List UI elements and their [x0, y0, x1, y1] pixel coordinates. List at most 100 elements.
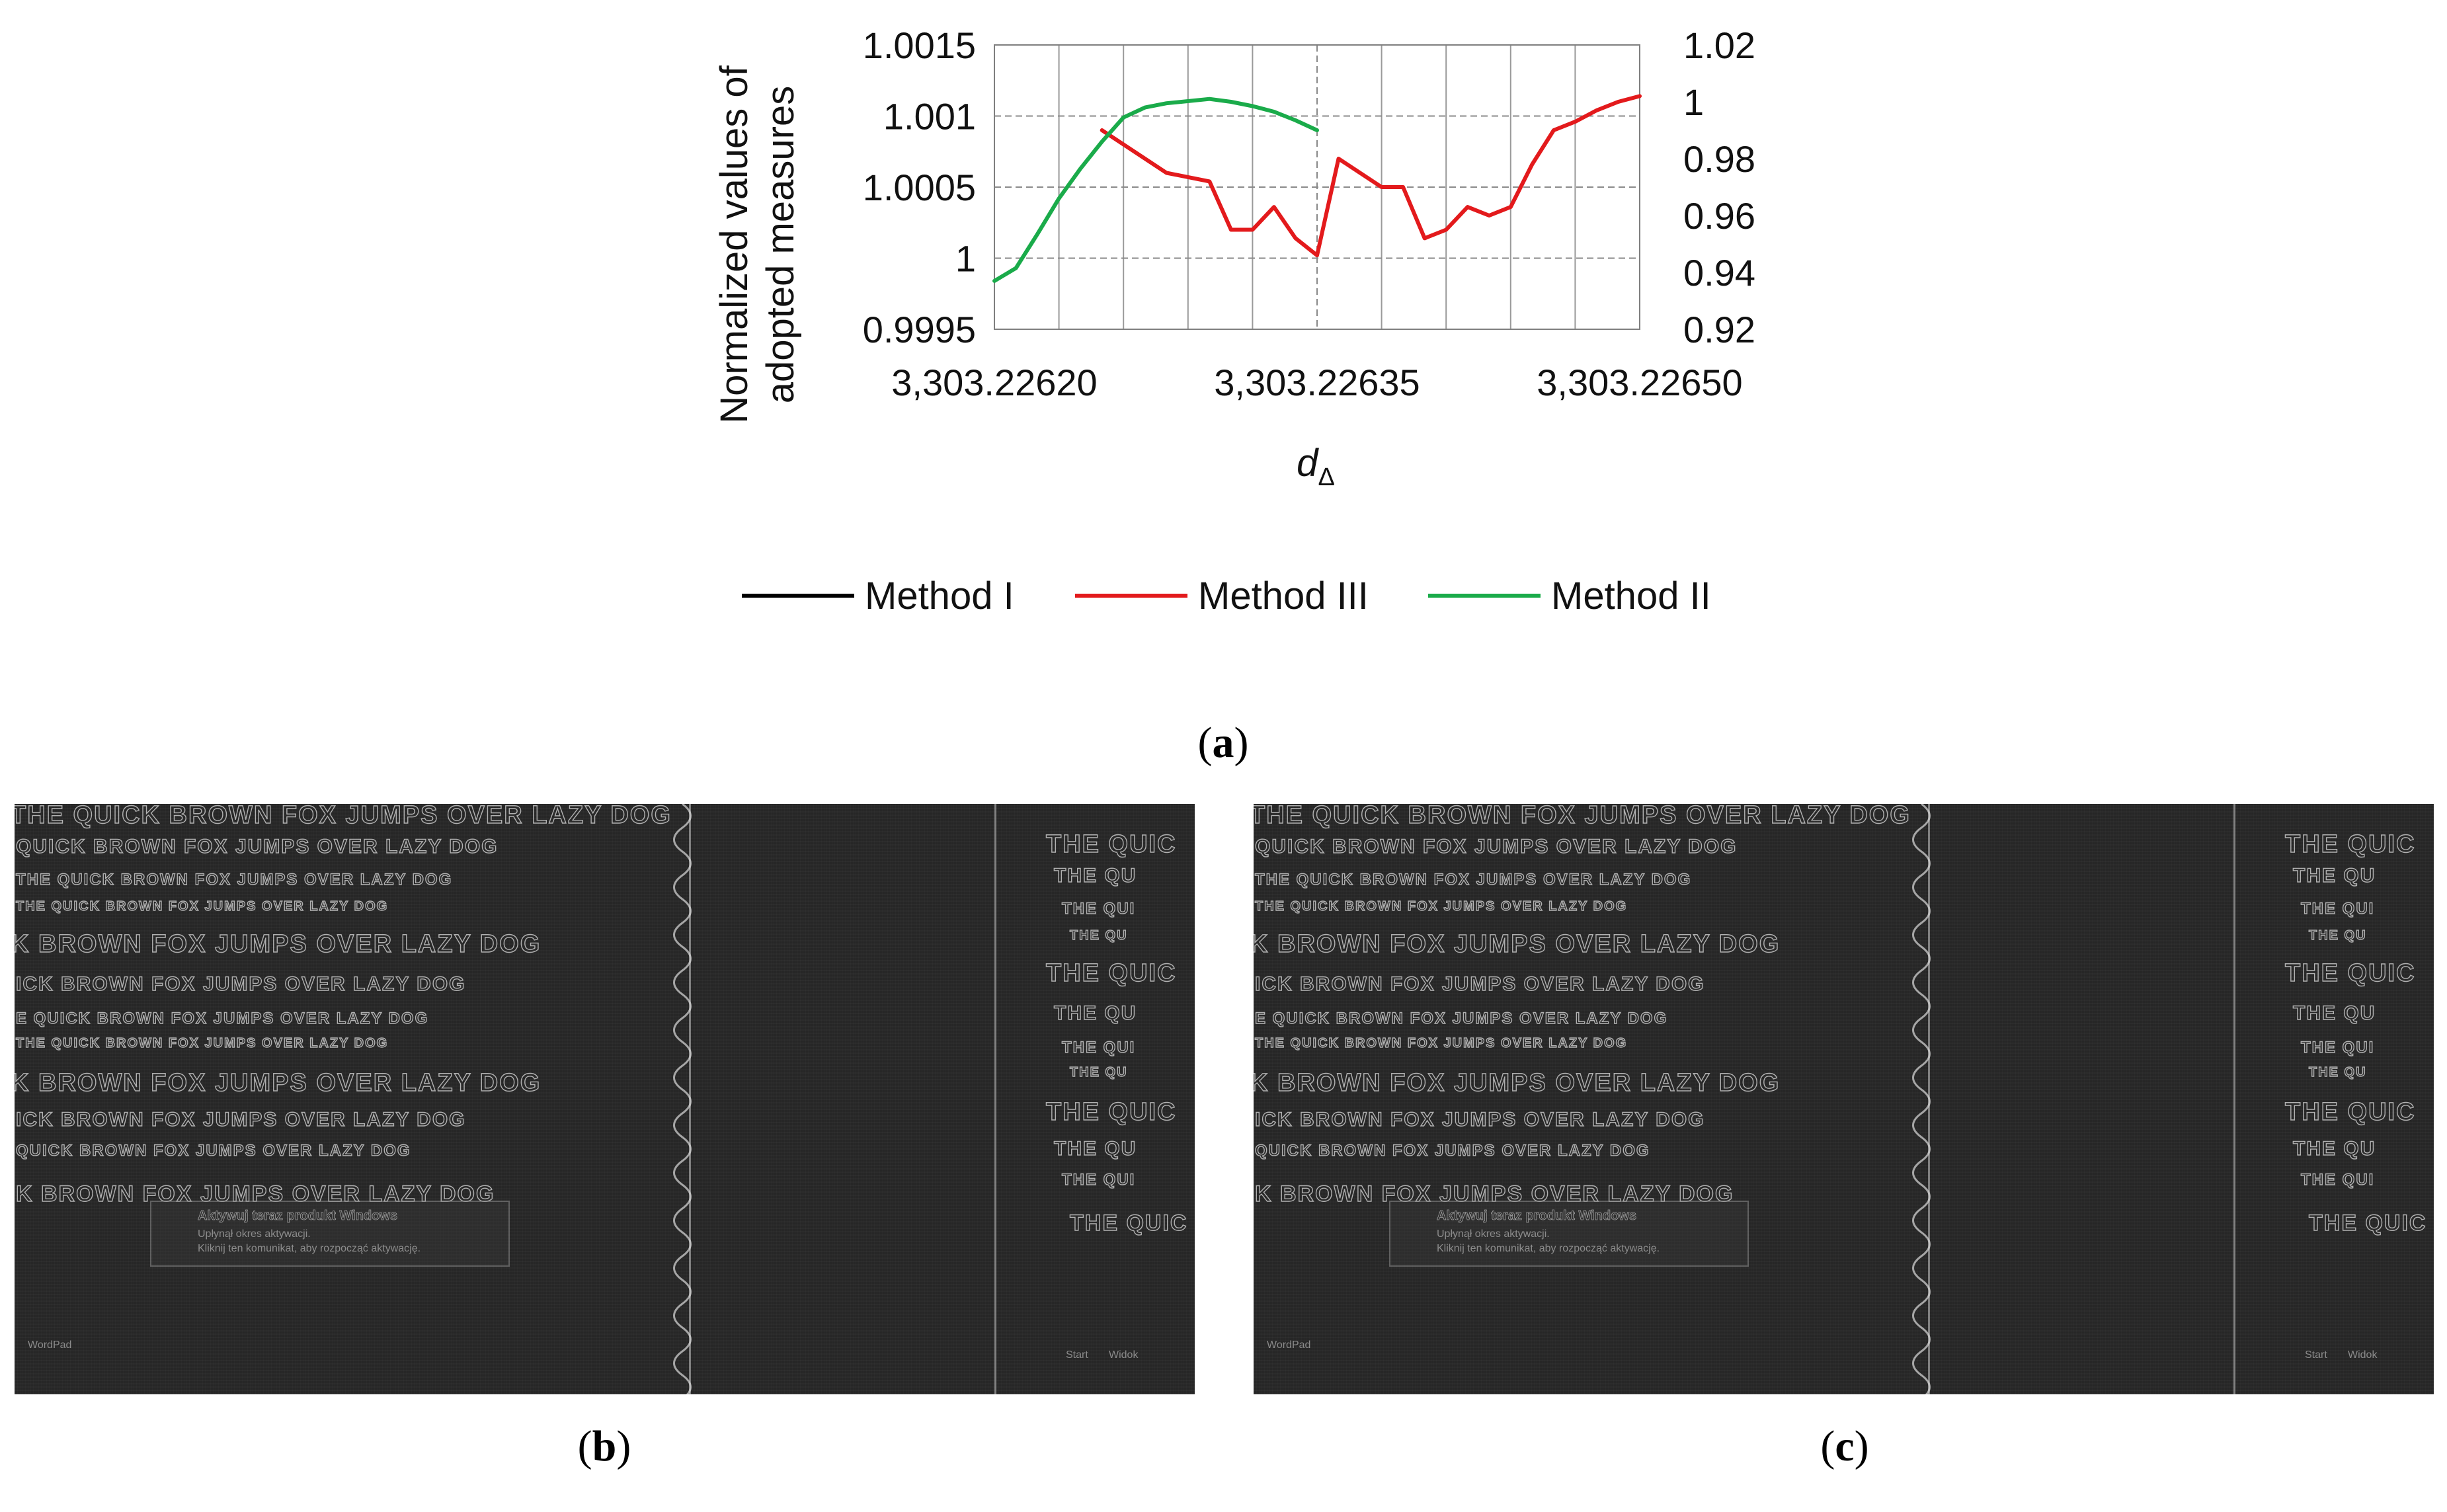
wavy-edge [1912, 804, 1931, 1394]
x-axis-title-subscript: Δ [1318, 463, 1334, 491]
dialog-line-1: Upłynął okres aktywacji. [1437, 1228, 1550, 1240]
edge-line [2233, 804, 2235, 1394]
ghost-text-right: THE QUIC [2284, 1097, 2416, 1126]
legend-label: Method II [1551, 575, 1711, 617]
taskbar-right-label-2: Widok [1109, 1349, 1139, 1361]
ghost-text-line: K BROWN FOX JUMPS OVER LAZY DOG [15, 1181, 495, 1207]
ghost-text-line: THE QUICK BROWN FOX JUMPS OVER LAZY DOG [1254, 898, 1628, 914]
ghost-text-line: E QUICK BROWN FOX JUMPS OVER LAZY DOG [15, 1009, 429, 1027]
x-tick-label: 3,303.22650 [1537, 362, 1742, 403]
ghost-text-line: ICK BROWN FOX JUMPS OVER LAZY DOG [15, 973, 466, 995]
ghost-text-right: THE QUI [1061, 1170, 1136, 1189]
ghost-text-line: QUICK BROWN FOX JUMPS OVER LAZY DOG [15, 1141, 411, 1160]
ghost-text-right: THE QU [2292, 864, 2376, 887]
left-tick-label: 1.001 [883, 96, 976, 138]
dialog-line-1: Upłynął okres aktywacji. [198, 1228, 311, 1240]
right-tick-label: 1.02 [1683, 24, 1755, 66]
ghost-text-right: THE QUIC [1045, 1097, 1177, 1126]
image-panel-b: THE QUICK BROWN FOX JUMPS OVER LAZY DOG Q… [15, 804, 1195, 1394]
ghost-text-right: THE QUI [2300, 1170, 2375, 1189]
left-tick-label: 1 [955, 238, 976, 280]
x-tick-label: 3,303.22620 [891, 362, 1097, 403]
dialog-title: Aktywuj teraz produkt Windows [1437, 1209, 1637, 1224]
activation-dialog[interactable]: Aktywuj teraz produkt Windows Upłynął okr… [150, 1201, 510, 1267]
right-tick-label: 0.98 [1683, 138, 1755, 180]
right-axis-ticks: 0.92 0.94 0.96 0.98 1 1.02 [1683, 24, 1755, 350]
ghost-text-line: K BROWN FOX JUMPS OVER LAZY DOG [15, 1068, 542, 1097]
caption-a: (a) [1198, 719, 1249, 767]
ghost-text-right: THE QUIC [1045, 830, 1177, 858]
y-axis-title-line-2: adopted measures [759, 86, 802, 403]
ghost-text-right: THE QU [1053, 1137, 1137, 1160]
series-layer [992, 94, 1642, 283]
left-axis-ticks: 0.9995 1 1.0005 1.001 1.0015 [863, 24, 976, 350]
image-panel-c: THE QUICK BROWN FOX JUMPS OVER LAZY DOG Q… [1254, 804, 2434, 1394]
ghost-text-right: THE QU [1069, 1064, 1128, 1080]
ghost-text-line: THE QUICK BROWN FOX JUMPS OVER LAZY DOG [15, 1035, 389, 1051]
caption-c: (c) [1820, 1422, 1869, 1470]
ghost-text-right: THE QU [2292, 1002, 2376, 1024]
taskbar-left-label: WordPad [1267, 1339, 1311, 1351]
right-tick-label: 0.94 [1683, 252, 1755, 294]
taskbar-right-label: Start [1066, 1349, 1088, 1361]
ghost-text-line: QUICK BROWN FOX JUMPS OVER LAZY DOG [1254, 1141, 1650, 1160]
right-tick-label: 1 [1683, 81, 1704, 123]
left-tick-label: 1.0005 [863, 167, 976, 208]
caption-c-letter: c [1835, 1422, 1855, 1470]
ghost-text-right: THE QU [2308, 1064, 2367, 1080]
caption-b: (b) [577, 1422, 631, 1470]
ghost-text-line: QUICK BROWN FOX JUMPS OVER LAZY DOG [15, 835, 499, 857]
ghost-text-right: THE QUIC [1045, 959, 1177, 987]
chart-grid [994, 45, 1640, 329]
ghost-text-line: THE QUICK BROWN FOX JUMPS OVER LAZY DOG [1254, 804, 1911, 830]
legend-label: Method III [1198, 575, 1369, 617]
y-axis-title-line-1: Normalized values of [713, 65, 756, 423]
ghost-text-line: ICK BROWN FOX JUMPS OVER LAZY DOG [1254, 973, 1705, 995]
ghost-text-right: THE QUIC [2284, 830, 2416, 858]
ghost-text-line: THE QUICK BROWN FOX JUMPS OVER LAZY DOG [1254, 870, 1692, 889]
left-tick-label: 1.0015 [863, 24, 976, 66]
wavy-edge [673, 804, 692, 1394]
ghost-text-right: THE QU [1069, 928, 1128, 943]
right-tick-label: 0.96 [1683, 195, 1755, 237]
ghost-text-line: K BROWN FOX JUMPS OVER LAZY DOG [15, 930, 542, 958]
ghost-text-line: E QUICK BROWN FOX JUMPS OVER LAZY DOG [1254, 1009, 1668, 1027]
x-tick-label: 3,303.22635 [1214, 362, 1420, 403]
ghost-text-line: THE QUICK BROWN FOX JUMPS OVER LAZY DOG [15, 870, 453, 889]
ghost-text-right: THE QUI [1061, 899, 1136, 918]
ghost-text-right: THE QUI [1061, 1038, 1136, 1056]
ghost-text-right: THE QU [2292, 1137, 2376, 1160]
legend: Method I Method III Method II [742, 575, 1711, 617]
x-axis-title: dΔ [1297, 442, 1335, 491]
panel-noise [1254, 804, 2434, 1394]
taskbar-right-label: Start [2305, 1349, 2327, 1361]
dialog-line-2: Kliknij ten komunikat, aby rozpocząć akt… [198, 1243, 421, 1254]
activation-dialog[interactable]: Aktywuj teraz produkt Windows Upłynął okr… [1389, 1201, 1749, 1267]
ghost-text-line: ICK BROWN FOX JUMPS OVER LAZY DOG [15, 1108, 466, 1131]
ghost-text-line: QUICK BROWN FOX JUMPS OVER LAZY DOG [1254, 835, 1738, 857]
x-axis-title-main: d [1297, 442, 1319, 485]
ghost-text-right: THE QUIC [1069, 1210, 1188, 1236]
ghost-text-line: K BROWN FOX JUMPS OVER LAZY DOG [1254, 1181, 1734, 1207]
right-tick-label: 0.92 [1683, 309, 1755, 350]
dialog-title: Aktywuj teraz produkt Windows [198, 1209, 398, 1224]
ghost-text-line: K BROWN FOX JUMPS OVER LAZY DOG [1254, 930, 1781, 958]
ghost-text-line: THE QUICK BROWN FOX JUMPS OVER LAZY DOG [15, 898, 389, 914]
ghost-text-right: THE QU [1053, 864, 1137, 887]
ghost-text-line: THE QUICK BROWN FOX JUMPS OVER LAZY DOG [15, 804, 672, 830]
caption-b-letter: b [592, 1422, 617, 1470]
ghost-text-line: ICK BROWN FOX JUMPS OVER LAZY DOG [1254, 1108, 1705, 1131]
caption-a-letter: a [1213, 719, 1234, 767]
left-tick-label: 0.9995 [863, 309, 976, 350]
ghost-text-right: THE QU [1053, 1002, 1137, 1024]
ghost-text-right: THE QUIC [2308, 1210, 2427, 1236]
ghost-text-right: THE QUI [2300, 1038, 2375, 1056]
ghost-text-right: THE QUIC [2284, 959, 2416, 987]
series-line-method-ii [992, 97, 1319, 283]
series-line-method-iii [1100, 94, 1642, 258]
taskbar-left-label: WordPad [28, 1339, 72, 1351]
edge-line [994, 804, 996, 1394]
x-axis-ticks: 3,303.22620 3,303.22635 3,303.22650 [891, 362, 1742, 403]
ghost-text-line: THE QUICK BROWN FOX JUMPS OVER LAZY DOG [1254, 1035, 1628, 1051]
